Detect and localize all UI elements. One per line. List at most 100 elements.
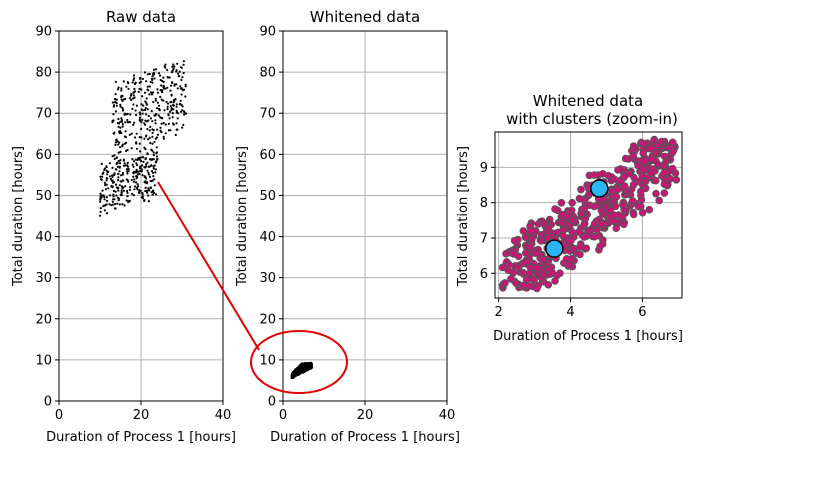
raw-data-point bbox=[153, 184, 156, 187]
raw-data-point bbox=[135, 171, 138, 174]
raw-data-point bbox=[130, 93, 133, 96]
raw-data-point bbox=[146, 161, 149, 164]
raw-data-point bbox=[166, 108, 169, 111]
raw-data-point bbox=[167, 129, 170, 132]
raw-data-point bbox=[120, 120, 123, 123]
raw-data-point bbox=[121, 171, 124, 175]
raw-data-point bbox=[132, 175, 135, 178]
cluster-point bbox=[669, 148, 677, 156]
cluster-point bbox=[652, 176, 660, 185]
raw-data-xtick-label: 0 bbox=[55, 408, 63, 423]
raw-data-point bbox=[148, 72, 151, 76]
raw-data-point bbox=[112, 119, 115, 122]
cluster-point bbox=[509, 268, 517, 276]
raw-data-point bbox=[155, 152, 158, 155]
raw-data-point bbox=[181, 105, 184, 108]
raw-data-point bbox=[124, 121, 127, 124]
whitened-data-ytick-label: 40 bbox=[259, 230, 276, 245]
raw-data-point bbox=[99, 175, 102, 178]
raw-data-point bbox=[140, 168, 143, 171]
raw-data-point bbox=[159, 78, 162, 82]
raw-data-point bbox=[133, 77, 136, 80]
cluster-point bbox=[514, 252, 523, 261]
raw-data-point bbox=[156, 91, 160, 94]
raw-data-point bbox=[179, 110, 183, 113]
raw-data-point bbox=[112, 181, 116, 184]
raw-data-point bbox=[115, 138, 118, 141]
raw-data-point bbox=[146, 191, 149, 194]
raw-data-point bbox=[145, 134, 148, 137]
clusters-ytick-label: 7 bbox=[480, 231, 488, 246]
raw-data-point bbox=[129, 113, 132, 116]
cluster-point bbox=[507, 275, 515, 283]
clusters-subtitle: with clusters (zoom-in) bbox=[506, 110, 678, 128]
raw-data-point bbox=[126, 189, 129, 193]
raw-data-point bbox=[100, 178, 103, 181]
raw-data-point bbox=[140, 196, 143, 199]
raw-data-point bbox=[151, 131, 154, 134]
raw-data-point bbox=[148, 129, 151, 132]
raw-data-point bbox=[184, 83, 187, 86]
raw-data-point bbox=[106, 177, 109, 180]
raw-data-point bbox=[132, 172, 135, 175]
whitened-data-ytick-label: 0 bbox=[268, 395, 276, 410]
cluster-point bbox=[557, 219, 566, 227]
raw-data-point bbox=[142, 160, 145, 163]
raw-data-point bbox=[106, 173, 109, 176]
raw-data-point bbox=[105, 179, 108, 182]
raw-data-point bbox=[149, 179, 152, 183]
cluster-point bbox=[568, 228, 576, 236]
cluster-point bbox=[650, 136, 658, 144]
cluster-point bbox=[609, 197, 618, 205]
whitened-data-xtick-label: 20 bbox=[357, 408, 374, 423]
raw-data-point bbox=[117, 172, 120, 176]
raw-data-point bbox=[118, 141, 121, 144]
raw-data-point bbox=[120, 174, 123, 177]
raw-data-point bbox=[133, 96, 136, 99]
raw-data-point bbox=[162, 76, 165, 79]
raw-data-point bbox=[120, 118, 124, 122]
cluster-point bbox=[604, 171, 613, 180]
cluster-point bbox=[582, 244, 591, 253]
raw-data-point bbox=[112, 198, 115, 201]
raw-data-point bbox=[113, 157, 116, 161]
raw-data-point bbox=[173, 84, 176, 87]
raw-data-point bbox=[99, 207, 102, 210]
clusters-ylabel: Total duration [hours] bbox=[456, 146, 471, 287]
raw-data-point bbox=[117, 86, 120, 89]
raw-data-ticks: 0 20 40 0 10 20 30 40 50 60 70 80 90 bbox=[35, 25, 231, 424]
raw-data-point bbox=[154, 168, 157, 171]
raw-data-point bbox=[147, 200, 150, 203]
raw-data-point bbox=[121, 106, 124, 109]
raw-data-point bbox=[121, 179, 124, 182]
raw-data-point bbox=[150, 170, 154, 173]
cluster-point bbox=[612, 224, 621, 232]
raw-data-point bbox=[149, 125, 152, 128]
raw-data-point bbox=[155, 146, 158, 149]
raw-data-point bbox=[137, 185, 140, 188]
raw-data-ytick-label: 20 bbox=[35, 312, 52, 327]
raw-data-point bbox=[143, 122, 146, 125]
raw-data-point bbox=[119, 180, 122, 183]
raw-data-point bbox=[147, 114, 150, 118]
raw-data-point bbox=[178, 70, 181, 73]
raw-data-point bbox=[152, 73, 156, 76]
cluster-point bbox=[575, 228, 583, 236]
cluster-point bbox=[544, 234, 552, 242]
raw-data-point bbox=[169, 104, 172, 108]
whitened-data-point bbox=[298, 368, 301, 372]
raw-data-point bbox=[145, 97, 148, 100]
raw-data-point bbox=[164, 66, 167, 69]
raw-data-point bbox=[138, 136, 141, 139]
cluster-point bbox=[610, 211, 619, 219]
cluster-point bbox=[655, 196, 664, 205]
raw-data-xlabel: Duration of Process 1 [hours] bbox=[46, 430, 236, 445]
raw-data-point bbox=[131, 192, 134, 195]
raw-data-point bbox=[146, 85, 149, 88]
whitened-data-xlabel: Duration of Process 1 [hours] bbox=[270, 430, 460, 445]
cluster-point bbox=[598, 219, 606, 228]
raw-data-point bbox=[156, 88, 159, 91]
raw-data-point bbox=[123, 162, 126, 165]
clusters-xtick-label: 2 bbox=[494, 305, 502, 320]
raw-data-point bbox=[113, 172, 116, 175]
